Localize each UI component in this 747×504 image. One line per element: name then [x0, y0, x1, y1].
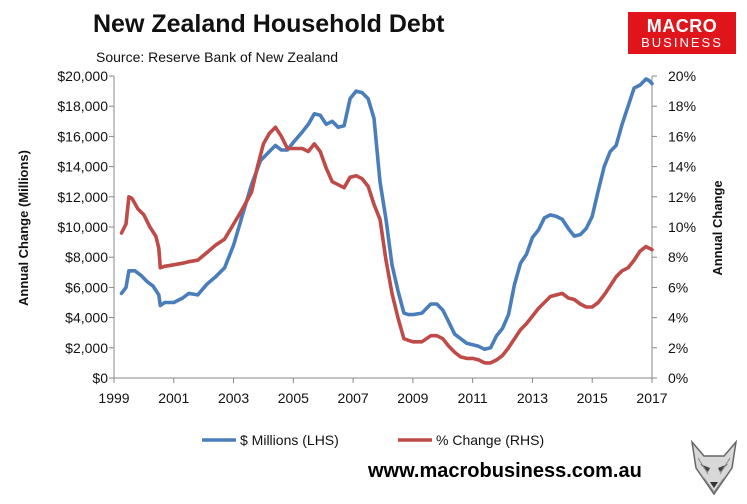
y-tick-label: $4,000 [65, 310, 108, 326]
y-axis-label: Annual Change (Millions) [16, 150, 31, 306]
y-tick-label: $0 [92, 370, 108, 386]
y2-tick-label: 6% [668, 279, 688, 295]
x-tick-label: 2011 [458, 390, 488, 406]
y-tick-label: $8,000 [65, 249, 108, 265]
page-title: New Zealand Household Debt [93, 10, 445, 38]
y-tick-label: $6,000 [65, 279, 108, 295]
y-tick-label: $20,000 [57, 68, 108, 84]
y2-tick-label: 12% [668, 189, 696, 205]
legend-label: % Change (RHS) [436, 432, 544, 448]
x-tick-label: 2005 [278, 390, 309, 406]
y2-tick-label: 10% [668, 219, 696, 235]
y2-tick-label: 0% [668, 370, 688, 386]
y2-tick-label: 16% [668, 128, 696, 144]
macrobusiness-logo: MACRO BUSINESS [628, 12, 736, 54]
series-line-pct-change [119, 125, 654, 365]
y-tick-label: $12,000 [57, 189, 108, 205]
y2-tick-label: 20% [668, 68, 696, 84]
logo-line1: MACRO [646, 16, 718, 36]
y2-tick-label: 14% [668, 159, 696, 175]
y-tick-label: $18,000 [57, 98, 108, 114]
x-tick-label: 2009 [397, 390, 428, 406]
x-tick-label: 2015 [577, 390, 608, 406]
x-tick-label: 2007 [338, 390, 369, 406]
y-tick-label: $16,000 [57, 128, 108, 144]
legend-label: $ Millions (LHS) [240, 432, 339, 448]
x-tick-label: 2013 [517, 390, 548, 406]
x-tick-label: 2017 [636, 390, 667, 406]
y2-tick-label: 18% [668, 98, 696, 114]
logo-line2: BUSINESS [641, 35, 723, 50]
series-line-millions [119, 77, 654, 352]
y2-tick-label: 2% [668, 340, 688, 356]
footer-url: www.macrobusiness.com.au [368, 460, 642, 482]
y2-tick-label: 8% [668, 249, 688, 265]
y-tick-label: $2,000 [65, 340, 108, 356]
x-tick-label: 2001 [158, 390, 189, 406]
x-tick-label: 2003 [218, 390, 249, 406]
y-tick-label: $14,000 [57, 159, 108, 175]
y2-tick-label: 4% [668, 310, 688, 326]
chart-source: Source: Reserve Bank of New Zealand [96, 49, 339, 65]
fox-logo-icon [690, 439, 738, 496]
y2-axis-label: Annual Change [710, 180, 725, 275]
y-tick-label: $10,000 [57, 219, 108, 235]
x-tick-label: 1999 [98, 390, 129, 406]
